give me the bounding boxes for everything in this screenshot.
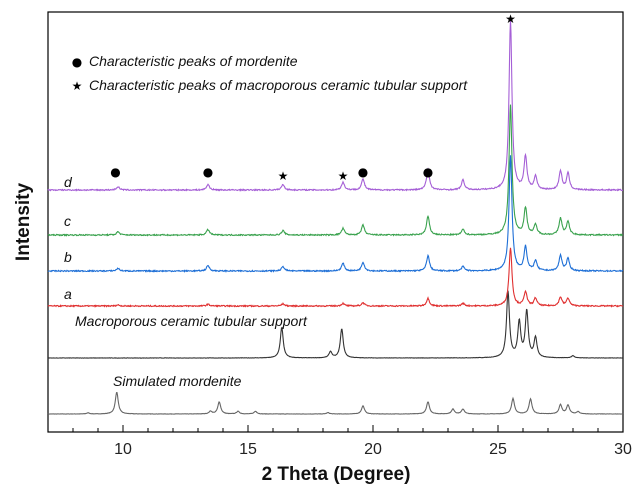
legend-label-support: Characteristic peaks of macroporous cera… xyxy=(89,77,468,93)
series-label-c: c xyxy=(64,213,71,229)
legend-symbol-support: ★ xyxy=(72,79,83,93)
x-axis-ticks: 10 15 20 25 30 xyxy=(47,425,632,458)
support-peak-marker: ★ xyxy=(505,12,516,26)
series-line-c xyxy=(47,104,624,237)
x-axis-title: 2 Theta (Degree) xyxy=(262,464,411,485)
series-label-support: Macroporous ceramic tubular support xyxy=(75,313,308,329)
series-label-b: b xyxy=(64,249,72,265)
y-axis-title: Intensity xyxy=(13,183,34,262)
x-tick-label: 25 xyxy=(489,441,507,458)
support-peak-marker: ★ xyxy=(338,169,349,183)
x-tick-label: 10 xyxy=(114,441,132,458)
series-line-a xyxy=(47,247,624,308)
series-layer xyxy=(47,19,624,415)
mordenite-peak-marker: ● xyxy=(203,165,213,179)
series-label-simulated-mordenite: Simulated mordenite xyxy=(113,373,242,389)
plot-frame xyxy=(47,11,624,433)
mordenite-peak-marker: ● xyxy=(358,165,368,179)
legend-symbol-mordenite: ● xyxy=(72,55,82,69)
x-tick-label: 20 xyxy=(364,441,382,458)
x-tick-label: 30 xyxy=(614,441,632,458)
series-labels: Simulated mordenite Macroporous ceramic t… xyxy=(64,174,308,389)
peak-markers: ● ● ★ ★ ● ● ★ xyxy=(110,12,516,183)
legend-label-mordenite: Characteristic peaks of mordenite xyxy=(89,53,298,69)
mordenite-peak-marker: ● xyxy=(110,165,120,179)
series-label-a: a xyxy=(64,286,72,302)
legend: ● Characteristic peaks of mordenite ★ Ch… xyxy=(72,53,469,93)
mordenite-peak-marker: ● xyxy=(423,165,433,179)
series-line-d xyxy=(47,19,623,192)
series-label-d: d xyxy=(64,174,73,190)
series-line-simulated-mordenite xyxy=(47,391,624,415)
x-tick-label: 15 xyxy=(239,441,257,458)
series-line-b xyxy=(47,155,624,273)
support-peak-marker: ★ xyxy=(278,169,289,183)
series-line-support xyxy=(47,290,624,359)
